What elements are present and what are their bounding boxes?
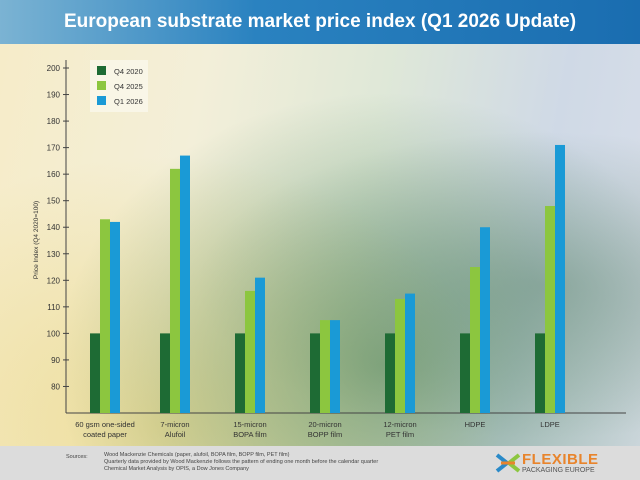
- y-tick-label: 120: [47, 276, 61, 285]
- y-tick-label: 140: [47, 223, 61, 232]
- x-tick-label: PET film: [386, 430, 414, 439]
- sources-label: Sources:: [66, 454, 88, 460]
- bar-q1-2026: [555, 144, 565, 413]
- flexible-packaging-europe-logo: FLEXIBLE PACKAGING EUROPE: [495, 451, 625, 477]
- x-tick-label: BOPP film: [308, 430, 342, 439]
- y-tick-label: 110: [47, 303, 60, 312]
- bar-q4-2020: [535, 333, 545, 413]
- source-line: Wood Mackenzie Chemicals (paper, alufoil…: [104, 452, 290, 458]
- bar-q4-2020: [310, 333, 320, 413]
- x-tick-label: HDPE: [465, 420, 486, 429]
- y-tick-label: 180: [47, 117, 61, 126]
- bar-q1-2026: [110, 221, 120, 413]
- logo-subtext: PACKAGING EUROPE: [522, 467, 595, 474]
- x-tick-label: LDPE: [540, 420, 560, 429]
- bar-q1-2026: [255, 277, 265, 413]
- x-tick-label: BOPA film: [233, 430, 267, 439]
- y-tick-label: 150: [47, 197, 61, 206]
- x-tick-label: 15-micron: [233, 420, 266, 429]
- legend-swatch: [97, 96, 106, 105]
- bar-q1-2026: [330, 320, 340, 413]
- y-tick-label: 130: [47, 250, 61, 259]
- bar-q4-2025: [545, 206, 555, 413]
- y-tick-label: 90: [51, 356, 60, 365]
- y-tick-label: 160: [47, 170, 61, 179]
- logo-text: FLEXIBLE: [522, 451, 599, 468]
- x-tick-label: Alufoil: [165, 430, 186, 439]
- bar-q4-2020: [90, 333, 100, 413]
- x-tick-label: 60 gsm one-sided: [75, 420, 135, 429]
- x-tick-label: coated paper: [83, 430, 127, 439]
- footer: Sources: Wood Mackenzie Chemicals (paper…: [0, 446, 640, 480]
- bar-q4-2025: [470, 267, 480, 413]
- y-axis-label: Price Index (Q4 2020=100): [33, 201, 40, 279]
- legend-swatch: [97, 66, 106, 75]
- bar-q4-2020: [235, 333, 245, 413]
- y-tick-label: 170: [47, 144, 61, 153]
- y-tick-label: 190: [47, 91, 61, 100]
- page-title: European substrate market price index (Q…: [0, 0, 640, 44]
- bar-q4-2025: [395, 298, 405, 413]
- x-tick-label: 12-micron: [383, 420, 416, 429]
- y-tick-label: 100: [47, 329, 61, 338]
- bar-q1-2026: [480, 227, 490, 413]
- bar-chart: 80 90 100 110 120 130 140 150 160 170 180 190 200 Pri…: [33, 60, 626, 439]
- bar-q1-2026: [180, 155, 190, 414]
- legend-label: Q4 2025: [114, 82, 143, 91]
- bar-q4-2020: [160, 333, 170, 413]
- bar-q4-2025: [170, 168, 180, 413]
- bar-q1-2026: [405, 293, 415, 413]
- x-tick-label: 7-micron: [160, 420, 189, 429]
- sources-list: Wood Mackenzie Chemicals (paper, alufoil…: [104, 452, 378, 473]
- bar-q4-2020: [385, 333, 395, 413]
- x-tick-label: 20-micron: [308, 420, 341, 429]
- legend-swatch: [97, 81, 106, 90]
- bar-q4-2020: [460, 333, 470, 413]
- y-tick-label: 200: [47, 64, 61, 73]
- legend-label: Q4 2020: [114, 67, 143, 76]
- bar-q4-2025: [100, 219, 110, 413]
- y-tick-label: 80: [51, 382, 60, 391]
- bar-q4-2025: [245, 290, 255, 413]
- legend-label: Q1 2026: [114, 97, 143, 106]
- logo-mark-icon: [495, 453, 521, 473]
- bar-q4-2025: [320, 320, 330, 413]
- source-line: Quarterly data provided by Wood Mackenzi…: [104, 459, 379, 465]
- source-line: Chemical Market Analysis by OPIS, a Dow …: [104, 466, 249, 472]
